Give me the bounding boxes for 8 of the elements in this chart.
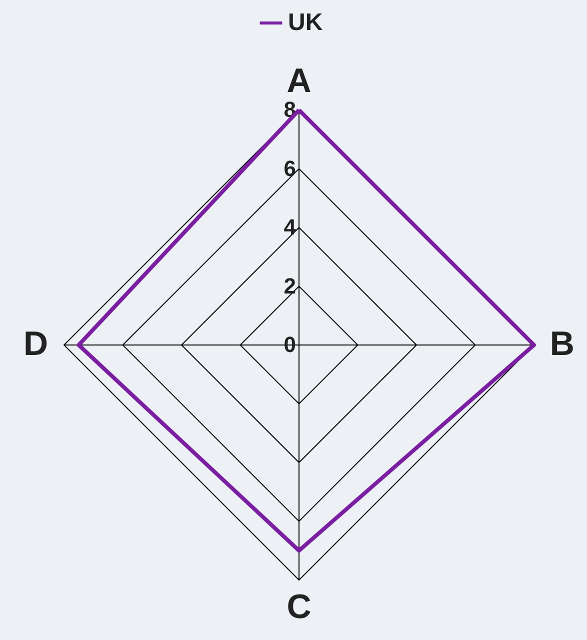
y-tick-label: 2	[284, 273, 296, 298]
y-tick-label: 6	[284, 156, 296, 181]
spoke-label: B	[550, 325, 574, 363]
spoke-label: A	[286, 62, 312, 100]
spoke-label: C	[286, 588, 312, 626]
legend-label: UK	[288, 9, 324, 36]
spoke-label: D	[24, 325, 48, 363]
y-tick-label: 4	[284, 214, 297, 240]
